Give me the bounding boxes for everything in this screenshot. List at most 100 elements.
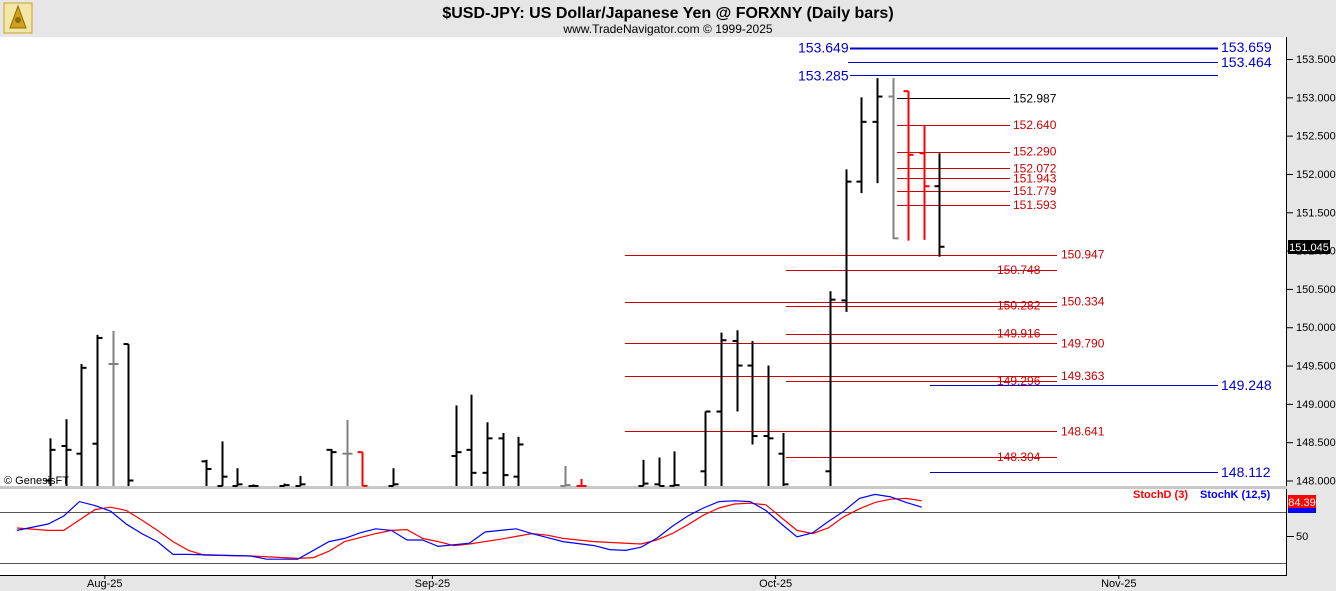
price-panel (0, 37, 1286, 487)
date-tick-label: Nov-25 (1101, 578, 1136, 590)
ohlc-bar (295, 475, 306, 487)
stochastic-panel (0, 489, 1286, 575)
ohlc-bar (669, 451, 680, 487)
price-tick-label: 153.500 (1296, 54, 1336, 66)
price-tick-label: 152.000 (1296, 169, 1336, 181)
level-label: 151.593 (1013, 198, 1057, 212)
level-label: 153.285 (798, 67, 849, 83)
ohlc-bar (45, 438, 56, 486)
ohlc-bar (279, 483, 290, 487)
stoch-last-tag (1288, 495, 1316, 508)
ohlc-bar (326, 448, 337, 486)
level-label: 152.072 (1013, 161, 1057, 175)
ohlc-bar (451, 405, 462, 486)
ohlc-bar (888, 78, 899, 240)
ohlc-bar (513, 436, 524, 486)
ohlc-bar (232, 468, 243, 487)
watermark: © GenesisFT (4, 475, 69, 487)
ohlc-bar (716, 332, 727, 486)
date-tick-label: Oct-25 (759, 578, 792, 590)
ohlc-bar (763, 365, 774, 486)
price-bars (45, 78, 945, 487)
stochastic-lines (0, 493, 1286, 564)
tradenavigator-logo (3, 2, 33, 34)
ohlc-bar (560, 465, 571, 487)
level-label: 148.304 (997, 450, 1041, 464)
ohlc-bar (654, 457, 665, 487)
ohlc-bar (825, 291, 836, 486)
level-label: 150.282 (997, 299, 1041, 313)
ohlc-bar (388, 468, 399, 487)
ohlc-bar (123, 343, 134, 486)
price-tick-label: 150.000 (1296, 322, 1336, 334)
last-price-label: 151.045 (1289, 242, 1329, 254)
ohlc-bar (872, 78, 883, 184)
ohlc-bar (638, 459, 649, 487)
legend-stochd: StochD (3) (1133, 489, 1188, 501)
date-tick-label: Aug-25 (87, 578, 122, 590)
ohlc-bar (919, 125, 930, 240)
level-label: 153.659 (1221, 39, 1272, 55)
level-label: 149.790 (1061, 336, 1105, 350)
ohlc-bar (700, 410, 711, 486)
level-label: 149.916 (997, 327, 1041, 341)
stoch-line-d (16, 497, 922, 560)
ohlc-bar (466, 394, 477, 486)
ohlc-bar (576, 478, 587, 487)
price-tick-label: 148.000 (1296, 476, 1336, 488)
ohlc-bar (498, 432, 509, 486)
ohlc-bar (61, 419, 72, 486)
ohlc-bar (732, 330, 743, 412)
ohlc-bar (934, 153, 945, 257)
ohlc-bar (201, 459, 212, 486)
stoch-tick-50: 50 (1296, 531, 1308, 543)
level-label: 153.464 (1221, 54, 1272, 70)
level-label: 148.112 (1221, 464, 1271, 480)
level-label: 152.290 (1013, 145, 1057, 159)
level-label: 151.779 (1013, 184, 1057, 198)
chart-subtitle: www.TradeNavigator.com © 1999-2025 (562, 22, 772, 36)
level-label: 150.947 (1061, 248, 1105, 262)
level-label: 152.640 (1013, 118, 1057, 132)
price-tick-label: 152.500 (1296, 131, 1336, 143)
price-tick-label: 151.500 (1296, 207, 1336, 219)
stoch-last-label: 84.39 (1288, 497, 1316, 509)
last-price-tag (1288, 240, 1330, 254)
ohlc-bar (357, 451, 368, 487)
ohlc-bar (747, 341, 758, 445)
ohlc-bar (856, 97, 867, 194)
level-label: 149.296 (997, 374, 1041, 388)
ohlc-bar (778, 432, 789, 486)
price-tick-label: 148.500 (1296, 437, 1336, 449)
date-tick-label: Sep-25 (415, 578, 450, 590)
chart-title: $USD-JPY: US Dollar/Japanese Yen @ FORXN… (442, 5, 893, 22)
level-label: 149.363 (1061, 369, 1105, 383)
ohlc-bar (92, 334, 103, 486)
panel-separator (0, 486, 1287, 489)
ohlc-bar (108, 331, 119, 486)
level-label: 151.943 (1013, 171, 1057, 185)
price-tick-label: 153.000 (1296, 92, 1336, 104)
date-axis-labels: Aug-25 Sep-25 Oct-25 Nov-25 (87, 575, 1137, 590)
ohlc-bar (903, 90, 914, 241)
header-band (0, 0, 1336, 37)
price-tick-label: 149.500 (1296, 361, 1336, 373)
level-label: 153.649 (798, 40, 849, 56)
ohlc-bar (342, 419, 353, 486)
ohlc-bar (841, 169, 852, 312)
level-label: 150.334 (1061, 295, 1105, 309)
ohlc-bar (76, 364, 87, 486)
level-label: 152.987 (1013, 91, 1057, 105)
price-tick-label: 149.000 (1296, 399, 1336, 411)
date-axis (0, 575, 1287, 591)
price-axis-ticks: 153.500 153.000 152.500 152.000 151.500 151.0… (1287, 54, 1336, 488)
legend-stochk: StochK (12,5) (1200, 489, 1271, 501)
ohlc-bar (217, 441, 228, 487)
stoch-line-k (16, 493, 922, 560)
price-tick-label: 150.500 (1296, 284, 1336, 296)
level-label: 150.748 (997, 263, 1041, 277)
ohlc-bar (248, 484, 259, 487)
